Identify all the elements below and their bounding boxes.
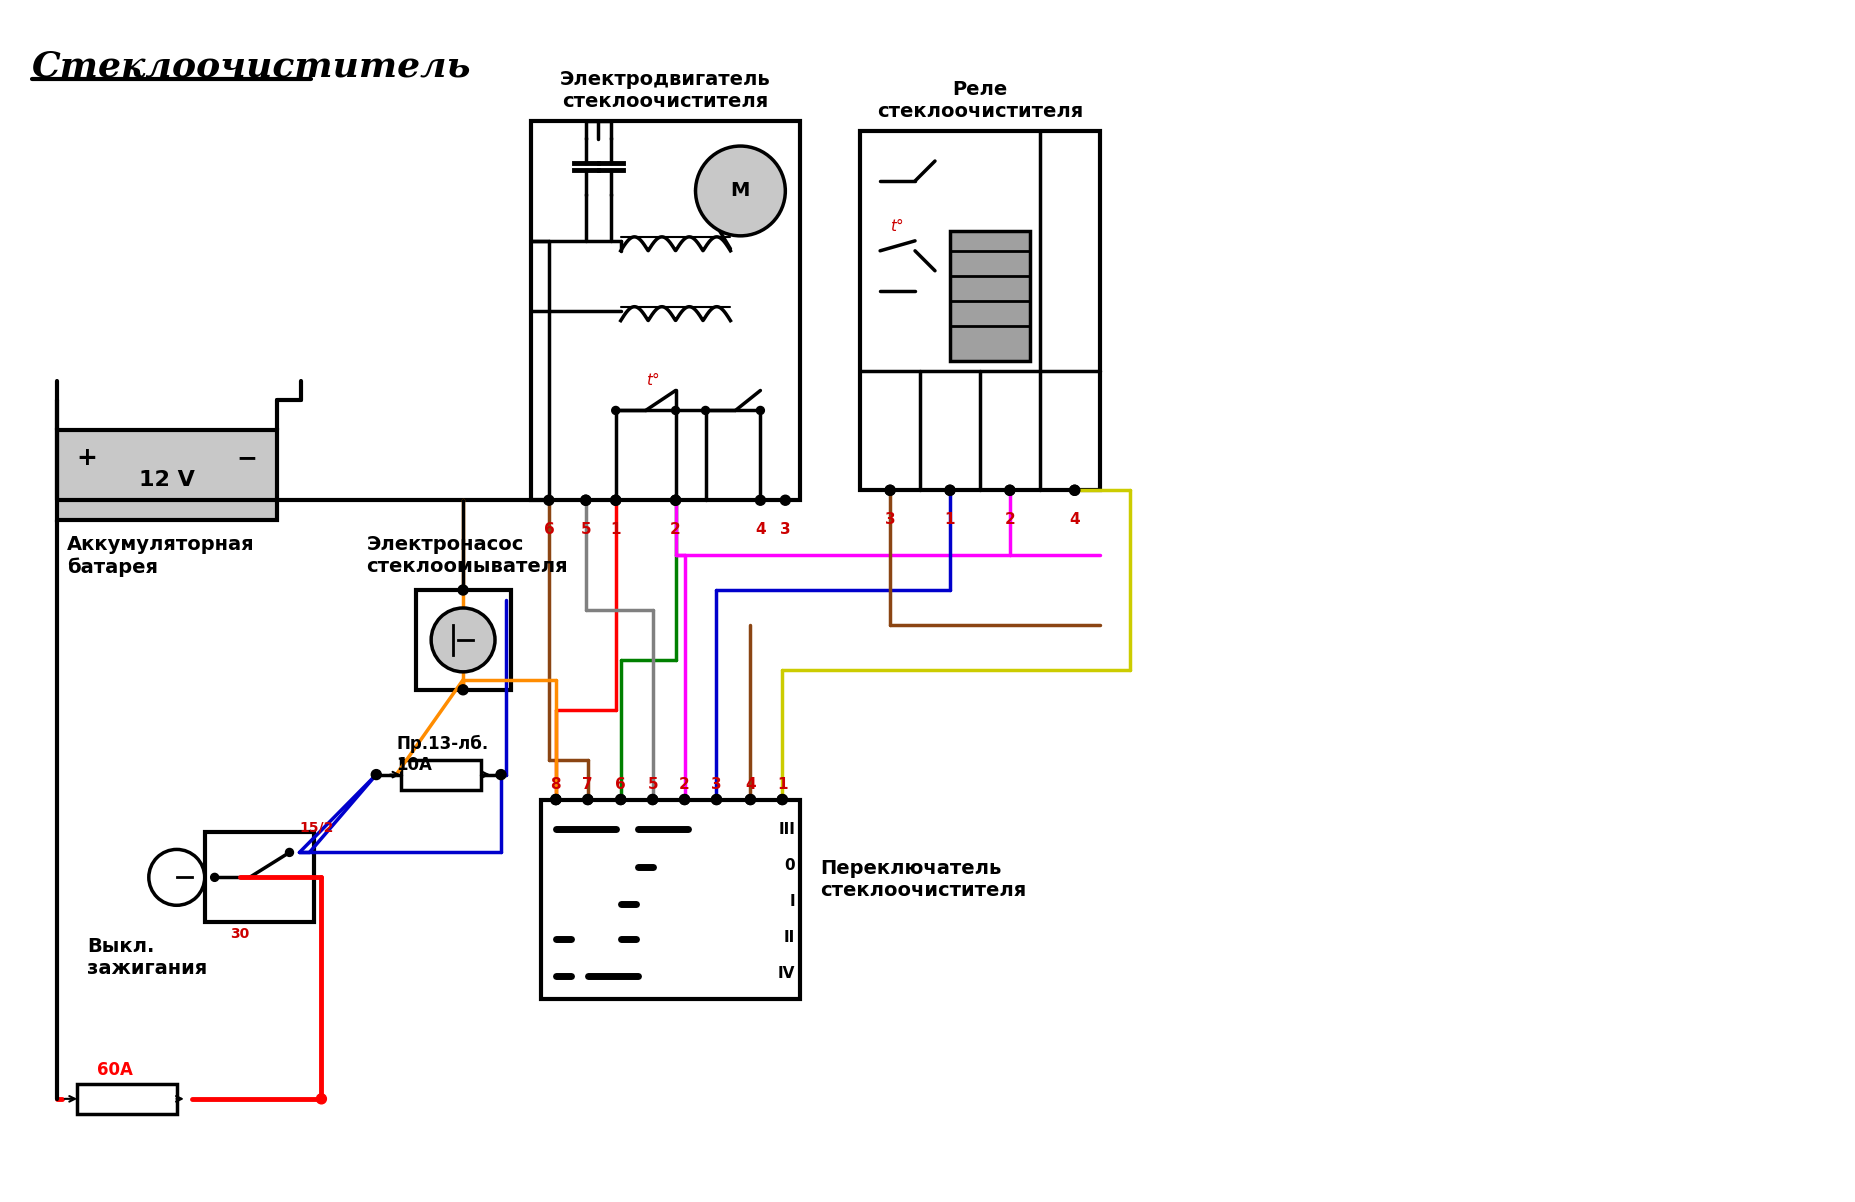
Bar xyxy=(401,760,480,790)
Circle shape xyxy=(944,486,955,495)
Circle shape xyxy=(647,795,659,804)
Text: Электронасос
стеклоомывателя: Электронасос стеклоомывателя xyxy=(365,535,568,576)
Text: 3: 3 xyxy=(779,522,790,537)
Circle shape xyxy=(672,495,681,505)
Circle shape xyxy=(777,795,787,804)
Text: 8: 8 xyxy=(551,776,562,792)
Text: 2: 2 xyxy=(679,776,690,792)
Text: 3: 3 xyxy=(885,512,896,528)
Bar xyxy=(531,121,800,500)
Circle shape xyxy=(544,495,555,505)
Circle shape xyxy=(777,795,787,804)
Text: 2: 2 xyxy=(1004,512,1015,528)
Text: Электродвигатель
стеклоочистителя: Электродвигатель стеклоочистителя xyxy=(560,70,772,111)
Text: 5: 5 xyxy=(581,522,592,537)
Text: 2: 2 xyxy=(670,522,681,537)
Circle shape xyxy=(551,795,560,804)
Text: Аккумуляторная
батарея: Аккумуляторная батарея xyxy=(67,535,254,577)
Circle shape xyxy=(495,769,506,780)
Circle shape xyxy=(647,795,659,804)
Text: IV: IV xyxy=(777,965,796,981)
Text: Пр.13-лб.
10А: Пр.13-лб. 10А xyxy=(397,734,488,774)
Circle shape xyxy=(712,795,722,804)
Circle shape xyxy=(1005,486,1015,495)
Circle shape xyxy=(551,795,560,804)
Text: 5: 5 xyxy=(647,776,659,792)
Circle shape xyxy=(371,769,382,780)
Text: +: + xyxy=(76,446,96,470)
Text: 1: 1 xyxy=(944,512,955,528)
Circle shape xyxy=(679,795,690,804)
Circle shape xyxy=(317,1094,326,1103)
Circle shape xyxy=(610,495,621,505)
Bar xyxy=(204,833,313,922)
Circle shape xyxy=(616,795,625,804)
Circle shape xyxy=(1005,486,1015,495)
Circle shape xyxy=(672,495,681,505)
Circle shape xyxy=(458,585,467,595)
Circle shape xyxy=(696,147,785,236)
Bar xyxy=(542,799,800,999)
Text: 6: 6 xyxy=(544,522,555,537)
Text: 4: 4 xyxy=(755,522,766,537)
Circle shape xyxy=(755,495,766,505)
Circle shape xyxy=(582,795,594,804)
Circle shape xyxy=(616,795,625,804)
Circle shape xyxy=(712,795,722,804)
Circle shape xyxy=(582,795,594,804)
Text: 30: 30 xyxy=(230,927,249,941)
Circle shape xyxy=(701,406,709,415)
Text: 4: 4 xyxy=(1068,512,1080,528)
Circle shape xyxy=(672,406,679,415)
Text: Переключатель
стеклоочистителя: Переключатель стеклоочистителя xyxy=(820,859,1026,900)
Text: 3: 3 xyxy=(710,776,722,792)
Circle shape xyxy=(458,685,467,695)
Circle shape xyxy=(885,486,896,495)
Circle shape xyxy=(286,849,293,856)
Circle shape xyxy=(781,495,790,505)
Circle shape xyxy=(610,495,621,505)
Circle shape xyxy=(211,874,219,881)
Circle shape xyxy=(757,406,764,415)
Circle shape xyxy=(746,795,755,804)
Bar xyxy=(416,590,510,690)
Circle shape xyxy=(1070,486,1080,495)
Text: 0: 0 xyxy=(785,858,796,873)
Text: t°: t° xyxy=(646,374,659,388)
Text: 1: 1 xyxy=(777,776,788,792)
Bar xyxy=(950,231,1030,361)
Text: 4: 4 xyxy=(746,776,755,792)
Circle shape xyxy=(885,486,896,495)
Text: Реле
стеклоочистителя: Реле стеклоочистителя xyxy=(877,81,1083,121)
Text: M: M xyxy=(731,182,749,201)
Text: 12 V: 12 V xyxy=(139,470,195,490)
Text: Стеклоочиститель: Стеклоочиститель xyxy=(32,49,471,83)
Text: III: III xyxy=(779,822,796,837)
Bar xyxy=(58,430,276,520)
Text: 60А: 60А xyxy=(96,1061,134,1079)
Text: 15/2: 15/2 xyxy=(299,821,334,834)
Text: −: − xyxy=(236,446,258,470)
Circle shape xyxy=(551,795,560,804)
Bar xyxy=(861,131,1100,490)
Text: I: I xyxy=(790,894,796,909)
Circle shape xyxy=(148,850,204,905)
Text: II: II xyxy=(785,929,796,945)
Bar xyxy=(76,1084,176,1114)
Circle shape xyxy=(581,495,590,505)
Text: 6: 6 xyxy=(616,776,627,792)
Circle shape xyxy=(944,486,955,495)
Circle shape xyxy=(430,608,495,672)
Text: t°: t° xyxy=(890,219,903,234)
Text: 7: 7 xyxy=(582,776,594,792)
Text: Выкл.
зажигания: Выкл. зажигания xyxy=(87,938,208,978)
Circle shape xyxy=(679,795,690,804)
Circle shape xyxy=(746,795,755,804)
Circle shape xyxy=(581,495,590,505)
Circle shape xyxy=(1070,486,1080,495)
Text: 1: 1 xyxy=(610,522,621,537)
Circle shape xyxy=(612,406,620,415)
